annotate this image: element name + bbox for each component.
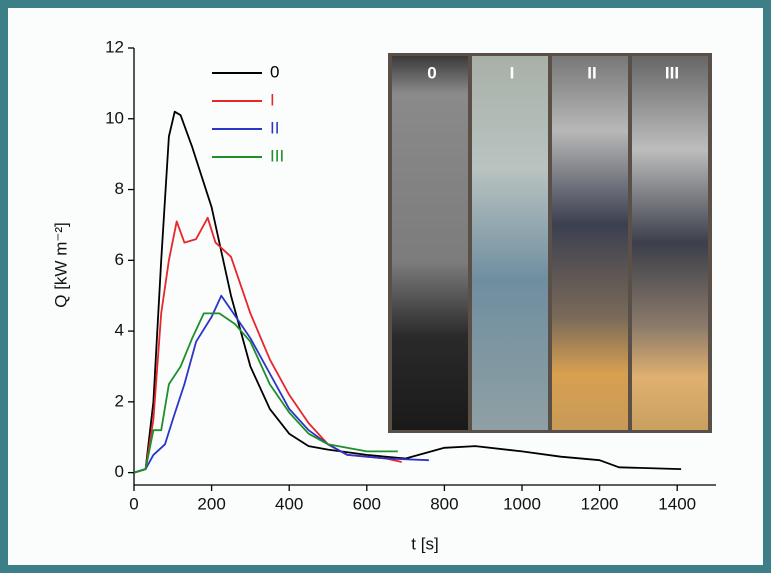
y-tick-label: 4 <box>115 321 124 340</box>
photo-strip <box>472 56 548 430</box>
x-tick-label: 1200 <box>581 494 619 513</box>
photo-strip <box>632 56 708 430</box>
y-tick-label: 6 <box>115 250 124 269</box>
photo-inset: 0 I II III <box>388 53 712 433</box>
photo-label: II <box>587 63 596 82</box>
y-tick-label: 10 <box>105 108 124 127</box>
series-line <box>133 110 682 474</box>
legend-label: I <box>270 90 275 109</box>
series-line <box>133 294 429 474</box>
photo-label: 0 <box>427 63 436 82</box>
y-tick-label: 2 <box>115 391 124 410</box>
y-axis-label: Q [kW m⁻²] <box>51 222 70 307</box>
y-tick-label: 8 <box>115 179 124 198</box>
x-tick-label: 400 <box>275 494 303 513</box>
legend-label: 0 <box>270 62 279 81</box>
x-tick-label: 0 <box>129 494 138 513</box>
legend-label: III <box>270 146 284 165</box>
photo-strip <box>392 56 468 430</box>
x-axis-label: t [s] <box>411 534 438 553</box>
y-tick-label: 12 <box>105 37 124 56</box>
x-tick-label: 1400 <box>658 494 696 513</box>
x-tick-label: 600 <box>353 494 381 513</box>
x-tick-label: 1000 <box>503 494 541 513</box>
legend-label: II <box>270 118 279 137</box>
x-tick-label: 800 <box>430 494 458 513</box>
photo-strip <box>552 56 628 430</box>
y-tick-label: 0 <box>115 462 124 481</box>
photo-label: I <box>510 63 515 82</box>
photo-label: III <box>665 63 679 82</box>
series-line <box>133 312 398 474</box>
x-tick-label: 200 <box>197 494 225 513</box>
